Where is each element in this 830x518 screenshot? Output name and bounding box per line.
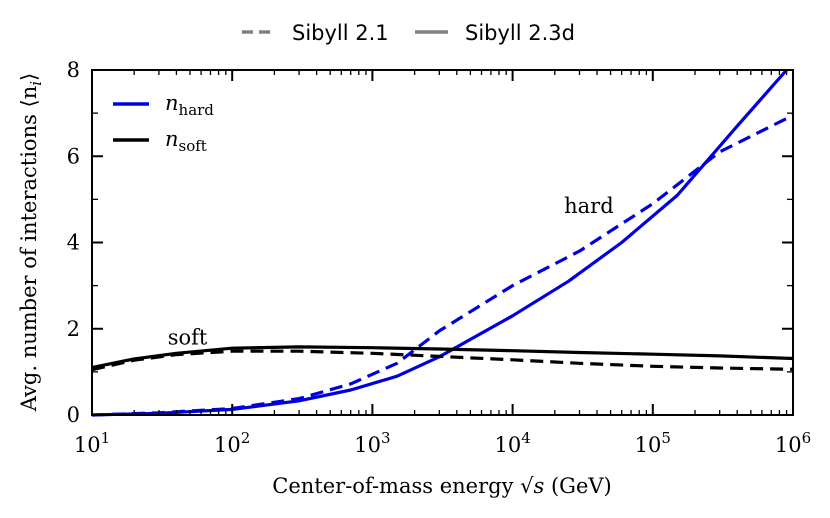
y-tick-label: 0 [67,403,80,427]
legend-n-hard-sub: hard [179,101,215,119]
x-tick-exp: 5 [661,429,671,447]
x-tick-base: 10 [635,433,662,457]
legend-n-soft-sub: soft [179,137,207,155]
x-label-suffix: (GeV) [544,474,611,498]
y-label-sub: i [27,81,45,86]
y-tick-label: 2 [67,317,80,341]
x-tick-label: 101 [74,429,110,457]
axes-frame [91,69,794,416]
x-tick-base: 10 [214,433,241,457]
y-label-end: ⟩ [17,73,41,81]
legend-label-sibyll-21: Sibyll 2.1 [292,21,389,45]
y-tick-label: 8 [67,58,80,82]
x-tick-exp: 2 [241,429,251,447]
x-tick-label: 105 [635,429,671,457]
x-tick-exp: 6 [802,429,812,447]
x-tick-label: 103 [354,429,390,457]
y-tick-label: 4 [67,231,80,255]
legend-label-n-soft: nsoft [165,127,207,155]
x-tick-label: 104 [494,429,530,457]
legend-label-n-hard: nhard [165,91,214,119]
y-axis-label: Avg. number of interactions ⟨ni⟩ [17,73,45,413]
legend-n-hard-symbol: n [165,91,179,115]
annotation-soft: soft [168,325,208,349]
annotation-hard: hard [564,194,614,218]
series-layer [91,68,794,417]
x-ticks: 101 102 103 104 105 106 [74,70,811,457]
x-tick-label: 102 [214,429,250,457]
x-tick-exp: 4 [521,429,531,447]
quantity-legend: nhard nsoft [113,91,214,155]
series-line-1 [91,68,788,417]
x-label-prefix: Center-of-mass energy [272,474,520,498]
style-legend: Sibyll 2.1 Sibyll 2.3d [242,21,575,45]
series-line-0 [91,113,794,417]
legend-n-soft-symbol: n [165,127,179,151]
x-tick-base: 10 [494,433,521,457]
x-tick-exp: 1 [101,429,111,447]
x-tick-base: 10 [74,433,101,457]
x-tick-exp: 3 [381,429,391,447]
y-ticks: 0 2 4 6 8 [67,58,793,427]
y-label-main: Avg. number of interactions ⟨n [17,86,41,413]
x-label-math: √s [520,474,544,498]
x-tick-label: 106 [775,429,811,457]
series-line-3 [91,345,794,370]
legend-label-sibyll-23d: Sibyll 2.3d [465,21,575,45]
x-tick-base: 10 [354,433,381,457]
x-tick-base: 10 [775,433,802,457]
x-axis-label: Center-of-mass energy √s (GeV) [272,474,611,498]
y-tick-label: 6 [67,144,80,168]
